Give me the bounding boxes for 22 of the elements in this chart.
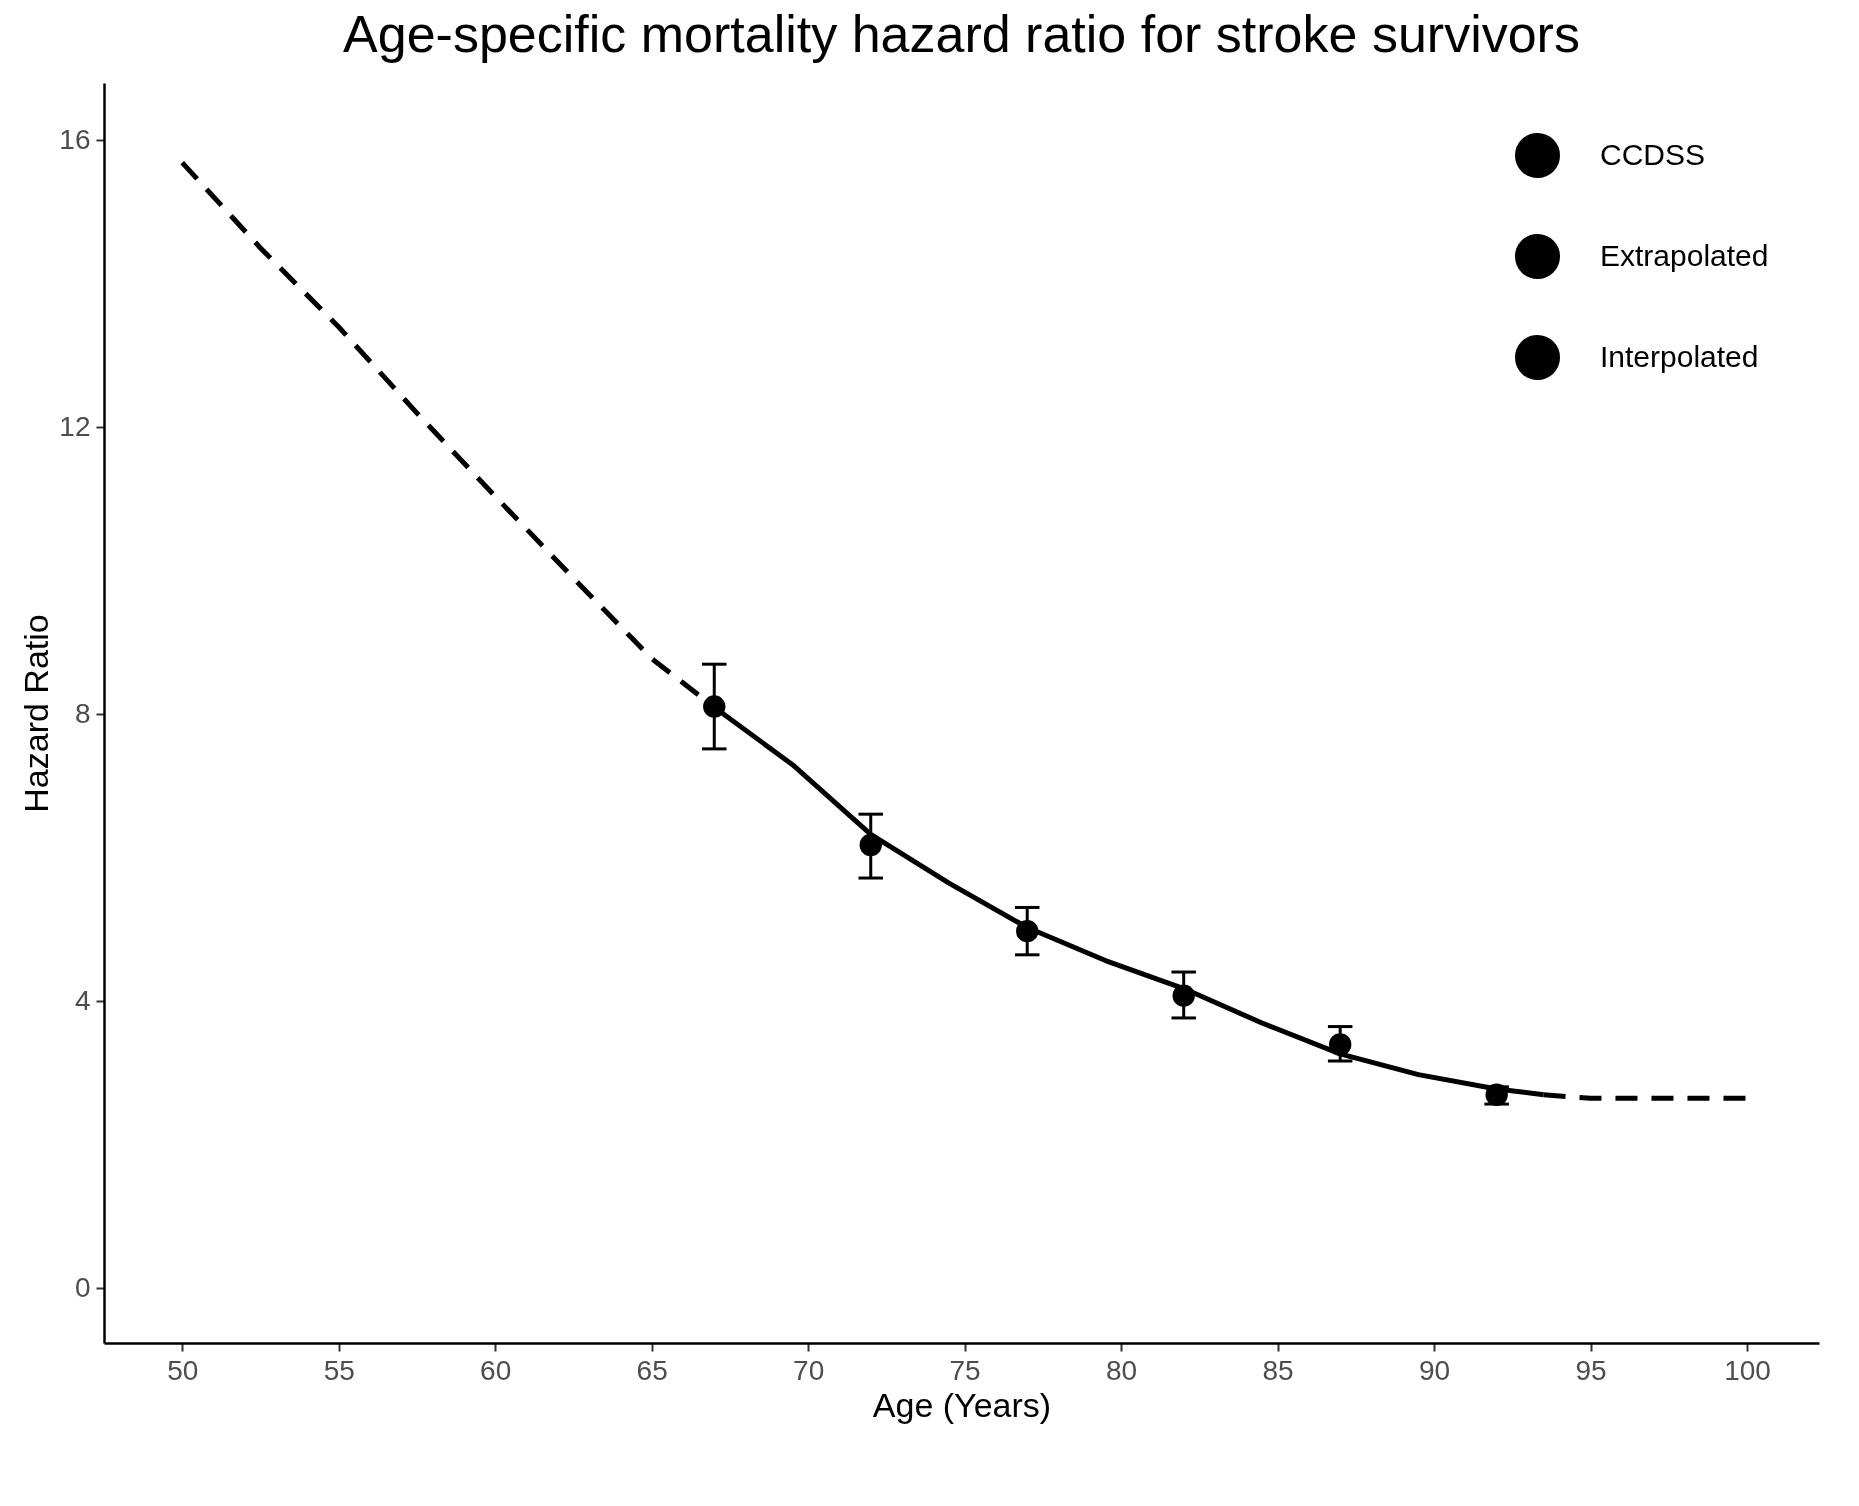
legend-label: CCDSS xyxy=(1600,137,1706,171)
x-tick-label: 100 xyxy=(1724,1354,1771,1386)
chart-title: Age-specific mortality hazard ratio for stroke survivors xyxy=(343,5,1580,63)
x-tick-label: 60 xyxy=(480,1354,512,1386)
legend-label: Interpolated xyxy=(1600,339,1759,373)
y-tick-label: 16 xyxy=(59,123,91,155)
legend-label: Extrapolated xyxy=(1600,238,1769,272)
x-tick-label: 50 xyxy=(167,1354,199,1386)
y-tick-label: 12 xyxy=(59,410,91,442)
x-tick-label: 75 xyxy=(949,1354,981,1386)
y-tick-label: 8 xyxy=(74,697,91,729)
y-axis-title: Hazard Ratio xyxy=(17,614,56,813)
x-axis-title: Age (Years) xyxy=(872,1385,1052,1424)
y-tick-label: 0 xyxy=(74,1271,91,1303)
x-tick-label: 55 xyxy=(323,1354,355,1386)
x-tick-label: 85 xyxy=(1262,1354,1294,1386)
y-tick-label: 4 xyxy=(74,984,91,1016)
x-tick-label: 90 xyxy=(1418,1354,1451,1386)
x-tick-label: 95 xyxy=(1575,1354,1607,1386)
x-tick-label: 80 xyxy=(1106,1354,1138,1386)
x-tick-label: 65 xyxy=(636,1354,668,1386)
x-tick-label: 70 xyxy=(793,1354,825,1386)
